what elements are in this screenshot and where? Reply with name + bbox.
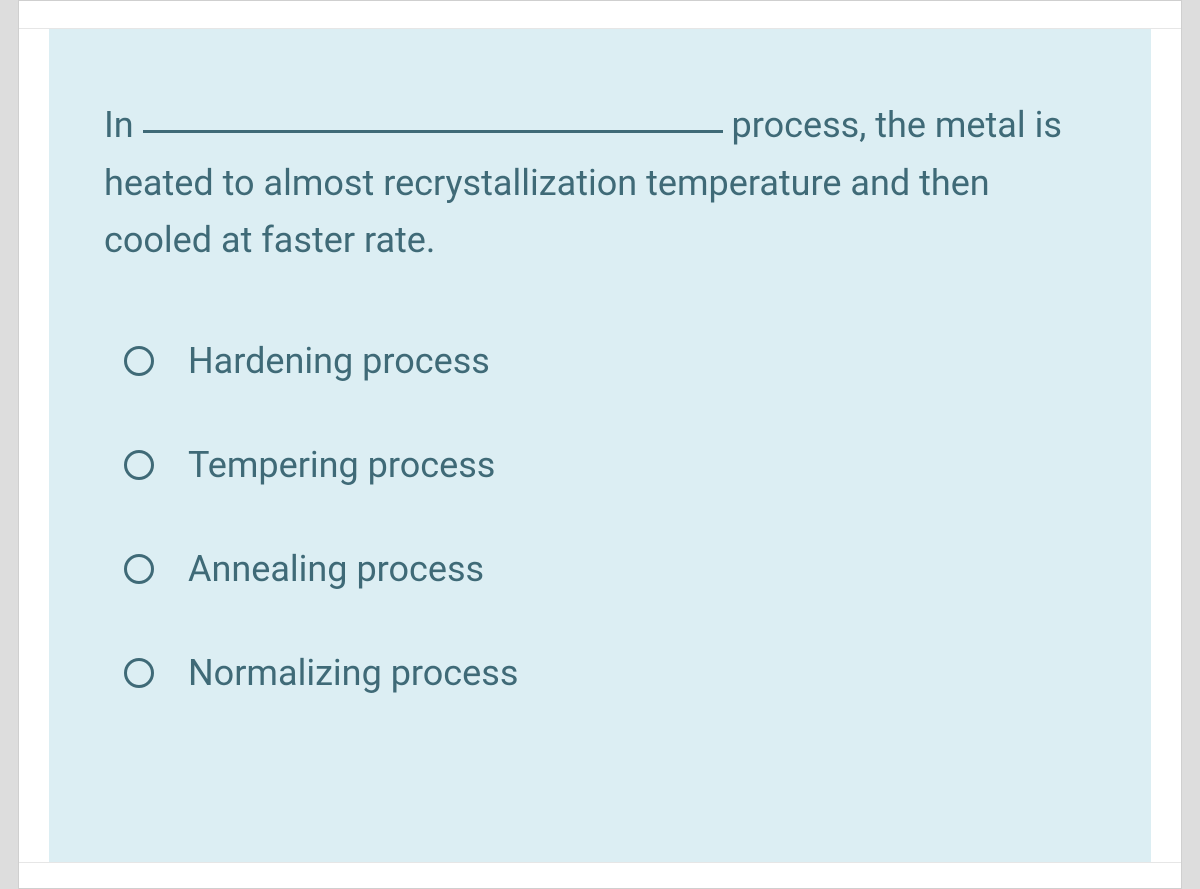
radio-icon[interactable] [124, 554, 154, 584]
option-tempering[interactable]: Tempering process [124, 444, 1096, 486]
radio-icon[interactable] [124, 450, 154, 480]
option-hardening[interactable]: Hardening process [124, 340, 1096, 382]
top-strip [19, 1, 1181, 29]
options-list: Hardening process Tempering process Anne… [104, 340, 1096, 694]
radio-icon[interactable] [124, 658, 154, 688]
option-label: Tempering process [188, 444, 495, 486]
option-label: Hardening process [188, 340, 490, 382]
option-label: Annealing process [188, 548, 484, 590]
option-label: Normalizing process [188, 652, 518, 694]
option-annealing[interactable]: Annealing process [124, 548, 1096, 590]
question-prefix: In [104, 104, 143, 146]
radio-icon[interactable] [124, 346, 154, 376]
option-normalizing[interactable]: Normalizing process [124, 652, 1096, 694]
question-suffix: process, the metal is heated to almost r… [104, 104, 1062, 261]
fill-blank [143, 130, 723, 133]
bottom-strip [19, 862, 1181, 888]
quiz-card: In process, the metal is heated to almos… [18, 0, 1182, 889]
question-text: In process, the metal is heated to almos… [104, 97, 1096, 270]
question-block: In process, the metal is heated to almos… [49, 29, 1151, 862]
